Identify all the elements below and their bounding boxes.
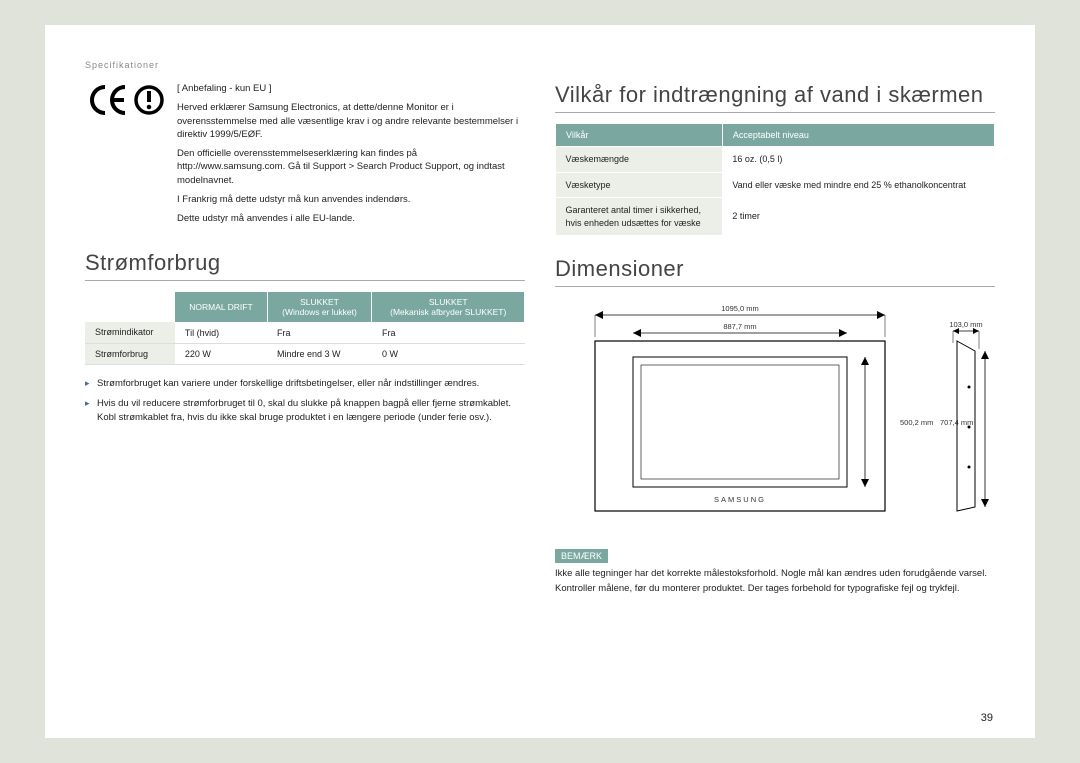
remark-text: Ikke alle tegninger har det korrekte mål… xyxy=(555,567,995,596)
water-table: VilkårAcceptabelt niveau Væskemængde16 o… xyxy=(555,123,995,236)
note-item: Strømforbruget kan variere under forskel… xyxy=(85,377,525,391)
ce-p1: Herved erklærer Samsung Electronics, at … xyxy=(177,101,525,141)
remark-badge: BEMÆRK xyxy=(555,549,608,563)
note-item: Hvis du vil reducere strømforbruget til … xyxy=(85,397,525,426)
power-th: NORMAL DRIFT xyxy=(175,291,267,322)
dims-heading: Dimensioner xyxy=(555,256,995,287)
power-notes: Strømforbruget kan variere under forskel… xyxy=(85,377,525,426)
table-row: VæsketypeVand eller væske med mindre end… xyxy=(556,172,995,198)
power-th xyxy=(85,291,175,322)
brand-label: SAMSUNG xyxy=(714,495,766,504)
dim-h-inner: 500,2 mm xyxy=(900,418,933,427)
dim-d: 103,0 mm xyxy=(949,320,982,329)
table-row: Garanteret antal timer i sikkerhed, hvis… xyxy=(556,198,995,236)
dim-w-inner: 887,7 mm xyxy=(723,322,756,331)
water-th: Vilkår xyxy=(556,124,723,147)
power-heading: Strømforbrug xyxy=(85,250,525,281)
ce-block: [ Anbefaling - kun EU ] Herved erklærer … xyxy=(85,82,525,232)
ce-title: [ Anbefaling - kun EU ] xyxy=(177,82,525,95)
dim-w-outer: 1095,0 mm xyxy=(721,304,759,313)
power-th: SLUKKET(Mekanisk afbryder SLUKKET) xyxy=(372,291,525,322)
ce-p2: Den officielle overensstemmelseserklærin… xyxy=(177,147,525,187)
power-th: SLUKKET(Windows er lukket) xyxy=(267,291,372,322)
ce-p3: I Frankrig må dette udstyr må kun anvend… xyxy=(177,193,525,206)
breadcrumb: Specifikationer xyxy=(85,60,995,70)
water-heading: Vilkår for indtrængning af vand i skærme… xyxy=(555,82,995,113)
ce-p4: Dette udstyr må anvendes i alle EU-lande… xyxy=(177,212,525,225)
power-table: NORMAL DRIFTSLUKKET(Windows er lukket)SL… xyxy=(85,291,525,365)
dimensions-diagram: 1095,0 mm 887,7 mm SAMSUNG 500,2 mm xyxy=(555,297,995,532)
table-row: Strømforbrug220 WMindre end 3 W0 W xyxy=(85,343,525,364)
table-row: StrømindikatorTil (hvid)FraFra xyxy=(85,322,525,343)
water-th: Acceptabelt niveau xyxy=(722,124,994,147)
ce-mark-icon xyxy=(85,82,165,123)
page-number: 39 xyxy=(981,712,993,724)
table-row: Væskemængde16 oz. (0,5 l) xyxy=(556,147,995,173)
